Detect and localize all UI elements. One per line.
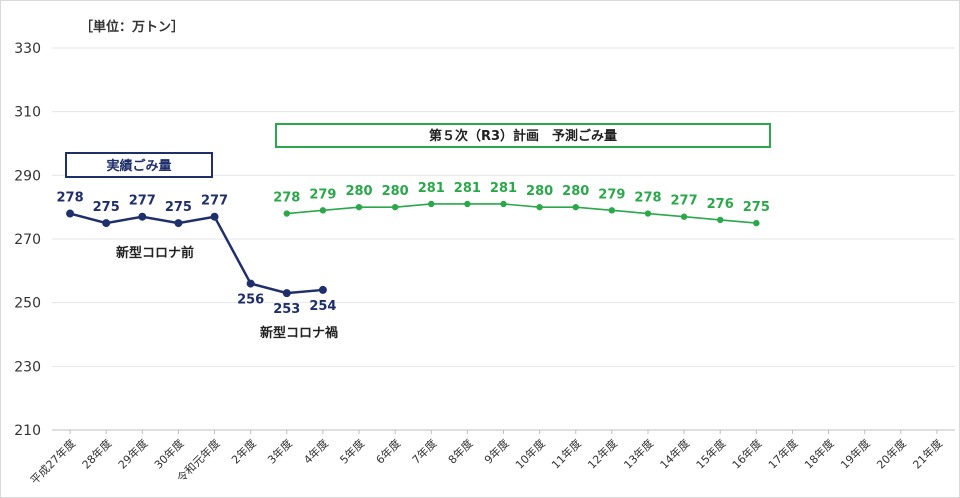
y-tick-label: 250 bbox=[14, 296, 41, 312]
y-tick-label: 210 bbox=[14, 423, 41, 439]
data-point bbox=[246, 279, 255, 288]
x-tick-label: 28年度 bbox=[79, 436, 114, 471]
x-tick-label: 15年度 bbox=[693, 436, 728, 471]
legend-plan-box bbox=[275, 123, 771, 148]
data-point bbox=[753, 219, 760, 227]
data-label: 277 bbox=[129, 194, 156, 209]
data-point bbox=[608, 207, 616, 214]
y-tick-label: 230 bbox=[14, 359, 41, 375]
x-tick-label: 11年度 bbox=[549, 436, 584, 471]
x-tick-label: 平成27年度 bbox=[27, 436, 78, 487]
gridlines bbox=[52, 47, 955, 431]
x-tick-label: 2年度 bbox=[228, 436, 258, 466]
data-point bbox=[138, 212, 147, 221]
data-label: 281 bbox=[490, 181, 517, 196]
legend-actual-label: 実績ごみ量 bbox=[106, 158, 171, 174]
legend-plan-label: 第５次（R3）計画 予測ごみ量 bbox=[429, 128, 617, 144]
x-tick-label: 6年度 bbox=[373, 436, 403, 466]
data-label: 278 bbox=[273, 191, 300, 206]
data-point bbox=[174, 219, 183, 228]
x-tick-label: 10年度 bbox=[512, 436, 547, 471]
data-point bbox=[572, 203, 579, 211]
y-axis: 210 230 250 270 290 310 330 bbox=[14, 41, 41, 439]
data-point bbox=[355, 203, 363, 211]
y-tick-label: 270 bbox=[14, 232, 41, 248]
data-label: 279 bbox=[598, 187, 625, 202]
data-point bbox=[464, 200, 471, 208]
data-label: 280 bbox=[345, 184, 372, 199]
data-label: 277 bbox=[201, 194, 228, 209]
data-point bbox=[318, 285, 327, 294]
unit-label: ［単位：万トン］ bbox=[80, 19, 184, 35]
y-tick-label: 290 bbox=[14, 168, 41, 184]
x-tick-label: 13年度 bbox=[621, 436, 656, 471]
data-label: 281 bbox=[418, 181, 445, 196]
x-tick-label: 17年度 bbox=[765, 436, 800, 471]
data-label: 256 bbox=[237, 293, 264, 308]
data-label: 278 bbox=[56, 191, 83, 206]
x-tick-label: 8年度 bbox=[445, 436, 475, 466]
data-label: 278 bbox=[634, 191, 661, 206]
data-point bbox=[283, 210, 290, 217]
x-tick-label: 30年度 bbox=[151, 436, 186, 471]
data-point bbox=[210, 212, 219, 221]
x-tick-label: 3年度 bbox=[264, 436, 294, 466]
data-point bbox=[644, 210, 652, 217]
data-point bbox=[500, 200, 507, 208]
series-line bbox=[286, 203, 757, 224]
data-point bbox=[428, 200, 435, 208]
data-point bbox=[536, 203, 543, 211]
x-tick-label: 12年度 bbox=[585, 436, 620, 471]
data-label: 280 bbox=[526, 184, 553, 199]
data-label: 254 bbox=[309, 299, 336, 314]
x-tick-label: 21年度 bbox=[910, 436, 945, 471]
data-label: 281 bbox=[454, 181, 481, 196]
series-line bbox=[69, 212, 324, 295]
x-tick-label: 14年度 bbox=[657, 436, 692, 471]
data-label: 275 bbox=[743, 200, 770, 215]
annotation-covid: 新型コロナ禍 bbox=[260, 325, 338, 341]
data-label: 279 bbox=[309, 187, 336, 202]
data-point bbox=[66, 209, 75, 218]
x-tick-label: 29年度 bbox=[115, 436, 150, 471]
data-label: 280 bbox=[382, 184, 409, 199]
x-tick-label: 19年度 bbox=[837, 436, 872, 471]
x-tick-label: 7年度 bbox=[409, 436, 439, 466]
annotation-pre-covid: 新型コロナ前 bbox=[116, 245, 194, 261]
data-label: 280 bbox=[562, 184, 589, 199]
x-tick-label: 18年度 bbox=[801, 436, 836, 471]
y-tick-label: 330 bbox=[14, 41, 41, 57]
data-point bbox=[319, 207, 327, 214]
data-label: 275 bbox=[165, 200, 192, 215]
data-label: 276 bbox=[707, 197, 734, 212]
x-tick-label: 4年度 bbox=[301, 436, 331, 466]
data-label: 277 bbox=[671, 194, 698, 209]
x-tick-label: 16年度 bbox=[729, 436, 764, 471]
data-point bbox=[282, 289, 291, 298]
x-tick-label: 20年度 bbox=[874, 436, 909, 471]
data-label: 253 bbox=[273, 302, 300, 317]
data-point bbox=[102, 219, 111, 228]
x-tick-label: 5年度 bbox=[337, 436, 367, 466]
y-tick-label: 310 bbox=[14, 105, 41, 121]
data-point bbox=[717, 216, 724, 224]
series-group: 278 275 277 275 277 256 253 254 278 279 280 280 281 2… bbox=[56, 181, 769, 317]
data-label: 275 bbox=[93, 200, 120, 215]
data-point bbox=[391, 203, 399, 211]
legend-actual-box bbox=[65, 152, 213, 178]
data-point bbox=[680, 213, 688, 220]
x-tick-label: 9年度 bbox=[481, 436, 511, 466]
